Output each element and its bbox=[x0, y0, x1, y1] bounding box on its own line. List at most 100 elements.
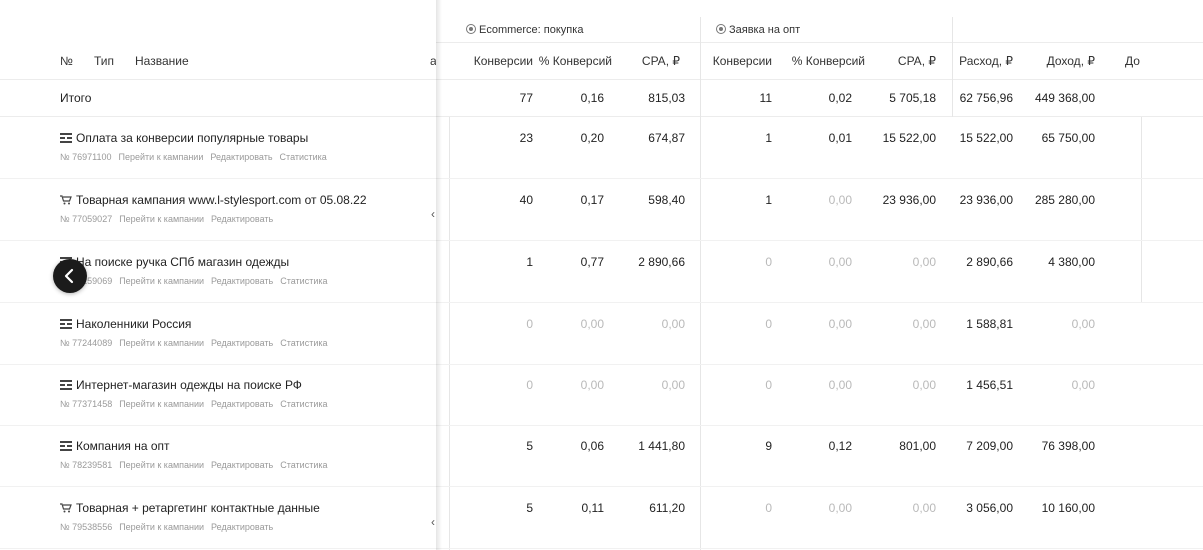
cell-value: 1 588,81 bbox=[966, 317, 1013, 331]
cell-value: 0 bbox=[526, 317, 533, 331]
campaign-link[interactable]: Статистика bbox=[279, 152, 327, 162]
row-divider bbox=[0, 364, 1203, 365]
cell-value: 0 bbox=[765, 378, 772, 392]
text-ad-icon bbox=[60, 378, 76, 392]
row-collapse-icon[interactable]: ‹ bbox=[431, 515, 435, 529]
campaign-link[interactable]: Статистика bbox=[280, 399, 328, 409]
campaign-name[interactable]: Компания на опт bbox=[76, 439, 170, 453]
column-header-num[interactable]: № bbox=[60, 54, 73, 68]
campaign-link[interactable]: Редактировать bbox=[211, 522, 274, 532]
campaign-title[interactable]: Интернет-магазин одежды на поиске РФ bbox=[60, 378, 302, 392]
chevron-left-icon bbox=[64, 268, 74, 284]
total-divider-left bbox=[0, 116, 436, 117]
cart-icon bbox=[60, 501, 76, 515]
group-wholesale: Заявка на опт bbox=[716, 24, 800, 36]
group-header-divider bbox=[436, 42, 1203, 43]
campaign-name[interactable]: Интернет-магазин одежды на поиске РФ bbox=[76, 378, 302, 392]
column-header[interactable]: CPA, ₽ bbox=[641, 54, 680, 68]
campaign-name[interactable]: Наколенники Россия bbox=[76, 317, 192, 331]
campaign-link[interactable]: Перейти к кампании bbox=[119, 276, 205, 286]
cell-value: 0 bbox=[765, 501, 772, 515]
column-header[interactable]: Доход, ₽ bbox=[1046, 54, 1095, 68]
cell-value: 0,00 bbox=[1071, 378, 1095, 392]
campaign-link[interactable]: Перейти к кампании bbox=[119, 338, 205, 348]
cell-value: 0,20 bbox=[580, 131, 604, 145]
cell-value: 0,12 bbox=[828, 439, 852, 453]
campaign-link[interactable]: Статистика bbox=[280, 338, 328, 348]
column-header[interactable]: Расход, ₽ bbox=[959, 54, 1013, 68]
total-value: 0,02 bbox=[828, 91, 852, 105]
row-divider bbox=[0, 302, 1203, 303]
campaign-link[interactable]: Редактировать bbox=[211, 214, 274, 224]
cell-value: 4 380,00 bbox=[1048, 255, 1095, 269]
cell-value: 0,17 bbox=[580, 193, 604, 207]
campaign-link[interactable]: Перейти к кампании bbox=[119, 522, 205, 532]
campaign-title[interactable]: Оплата за конверсии популярные товары bbox=[60, 131, 308, 145]
cell-value: 40 bbox=[519, 193, 533, 207]
column-header[interactable]: % Конверсий bbox=[791, 54, 865, 68]
row-divider bbox=[0, 178, 1203, 179]
cell-value: 0,00 bbox=[912, 378, 936, 392]
campaign-id: № 79538556 bbox=[60, 522, 113, 532]
cell-value: 0 bbox=[765, 317, 772, 331]
campaign-name[interactable]: Товарная кампания www.l-stylesport.com о… bbox=[76, 193, 367, 207]
campaign-link[interactable]: Перейти к кампании bbox=[119, 214, 205, 224]
campaign-link[interactable]: Перейти к кампании bbox=[119, 460, 205, 470]
cell-value: 15 522,00 bbox=[882, 131, 936, 145]
cell-value: 0,11 bbox=[581, 501, 604, 515]
column-header[interactable]: Конверсии bbox=[712, 54, 772, 68]
campaign-title[interactable]: Товарная + ретаргетинг контактные данные bbox=[60, 501, 320, 515]
column-header-name[interactable]: Название bbox=[135, 54, 189, 68]
cell-value: 10 160,00 bbox=[1041, 501, 1095, 515]
cell-value: 3 056,00 bbox=[966, 501, 1013, 515]
campaign-link[interactable]: Перейти к кампании bbox=[118, 152, 204, 162]
cell-value: 9 bbox=[765, 439, 772, 453]
column-header[interactable]: CPA, ₽ bbox=[897, 54, 936, 68]
cell-value: 2 890,66 bbox=[966, 255, 1013, 269]
group-separator bbox=[952, 17, 953, 117]
total-value: 815,03 bbox=[648, 91, 685, 105]
campaign-link[interactable]: Редактировать bbox=[211, 338, 274, 348]
campaign-title[interactable]: Наколенники Россия bbox=[60, 317, 191, 331]
row-divider bbox=[0, 240, 1203, 241]
campaign-link[interactable]: Редактировать bbox=[210, 152, 273, 162]
campaign-title[interactable]: Компания на опт bbox=[60, 439, 170, 453]
row-collapse-icon[interactable]: ‹ bbox=[431, 207, 435, 221]
cell-value: 2 890,66 bbox=[638, 255, 685, 269]
campaign-link[interactable]: Редактировать bbox=[211, 276, 274, 286]
row-divider bbox=[0, 548, 1203, 549]
total-label: Итого bbox=[60, 91, 92, 105]
campaign-link[interactable]: Редактировать bbox=[211, 460, 274, 470]
column-header-type[interactable]: Тип bbox=[94, 54, 115, 68]
campaign-meta: № 77371458 Перейти к кампании Редактироват… bbox=[60, 399, 335, 409]
scroll-left-button[interactable] bbox=[53, 259, 87, 293]
campaign-name[interactable]: На поиске ручка СПб магазин одежды bbox=[76, 255, 290, 269]
text-ad-icon bbox=[60, 317, 76, 331]
cell-value: 1 441,80 bbox=[638, 439, 685, 453]
header-divider bbox=[0, 79, 1203, 80]
cell-value: 0,00 bbox=[912, 317, 936, 331]
cart-icon bbox=[60, 193, 76, 207]
campaign-link[interactable]: Перейти к кампании bbox=[119, 399, 205, 409]
campaign-name[interactable]: Оплата за конверсии популярные товары bbox=[76, 131, 309, 145]
column-header[interactable]: Конверсии bbox=[473, 54, 533, 68]
row-divider-left bbox=[0, 486, 436, 487]
column-header[interactable]: До bbox=[1125, 54, 1140, 68]
column-header[interactable]: % Конверсий bbox=[538, 54, 612, 68]
row-divider bbox=[0, 425, 1203, 426]
campaign-name[interactable]: Товарная + ретаргетинг контактные данные bbox=[76, 501, 320, 515]
cell-value: 0,00 bbox=[580, 317, 604, 331]
campaign-link[interactable]: Статистика bbox=[280, 460, 328, 470]
cell-value: 0,00 bbox=[661, 317, 685, 331]
campaign-title[interactable]: На поиске ручка СПб магазин одежды bbox=[60, 255, 289, 269]
row-divider-left bbox=[0, 364, 436, 365]
campaign-link[interactable]: Статистика bbox=[280, 276, 328, 286]
cell-value: 65 750,00 bbox=[1041, 131, 1095, 145]
total-value: 5 705,18 bbox=[889, 91, 936, 105]
cell-value: 0,06 bbox=[580, 439, 604, 453]
campaign-title[interactable]: Товарная кампания www.l-stylesport.com о… bbox=[60, 193, 367, 207]
cell-value: 0,00 bbox=[828, 378, 852, 392]
campaign-id: № 76971100 bbox=[60, 152, 112, 162]
campaign-link[interactable]: Редактировать bbox=[211, 399, 274, 409]
